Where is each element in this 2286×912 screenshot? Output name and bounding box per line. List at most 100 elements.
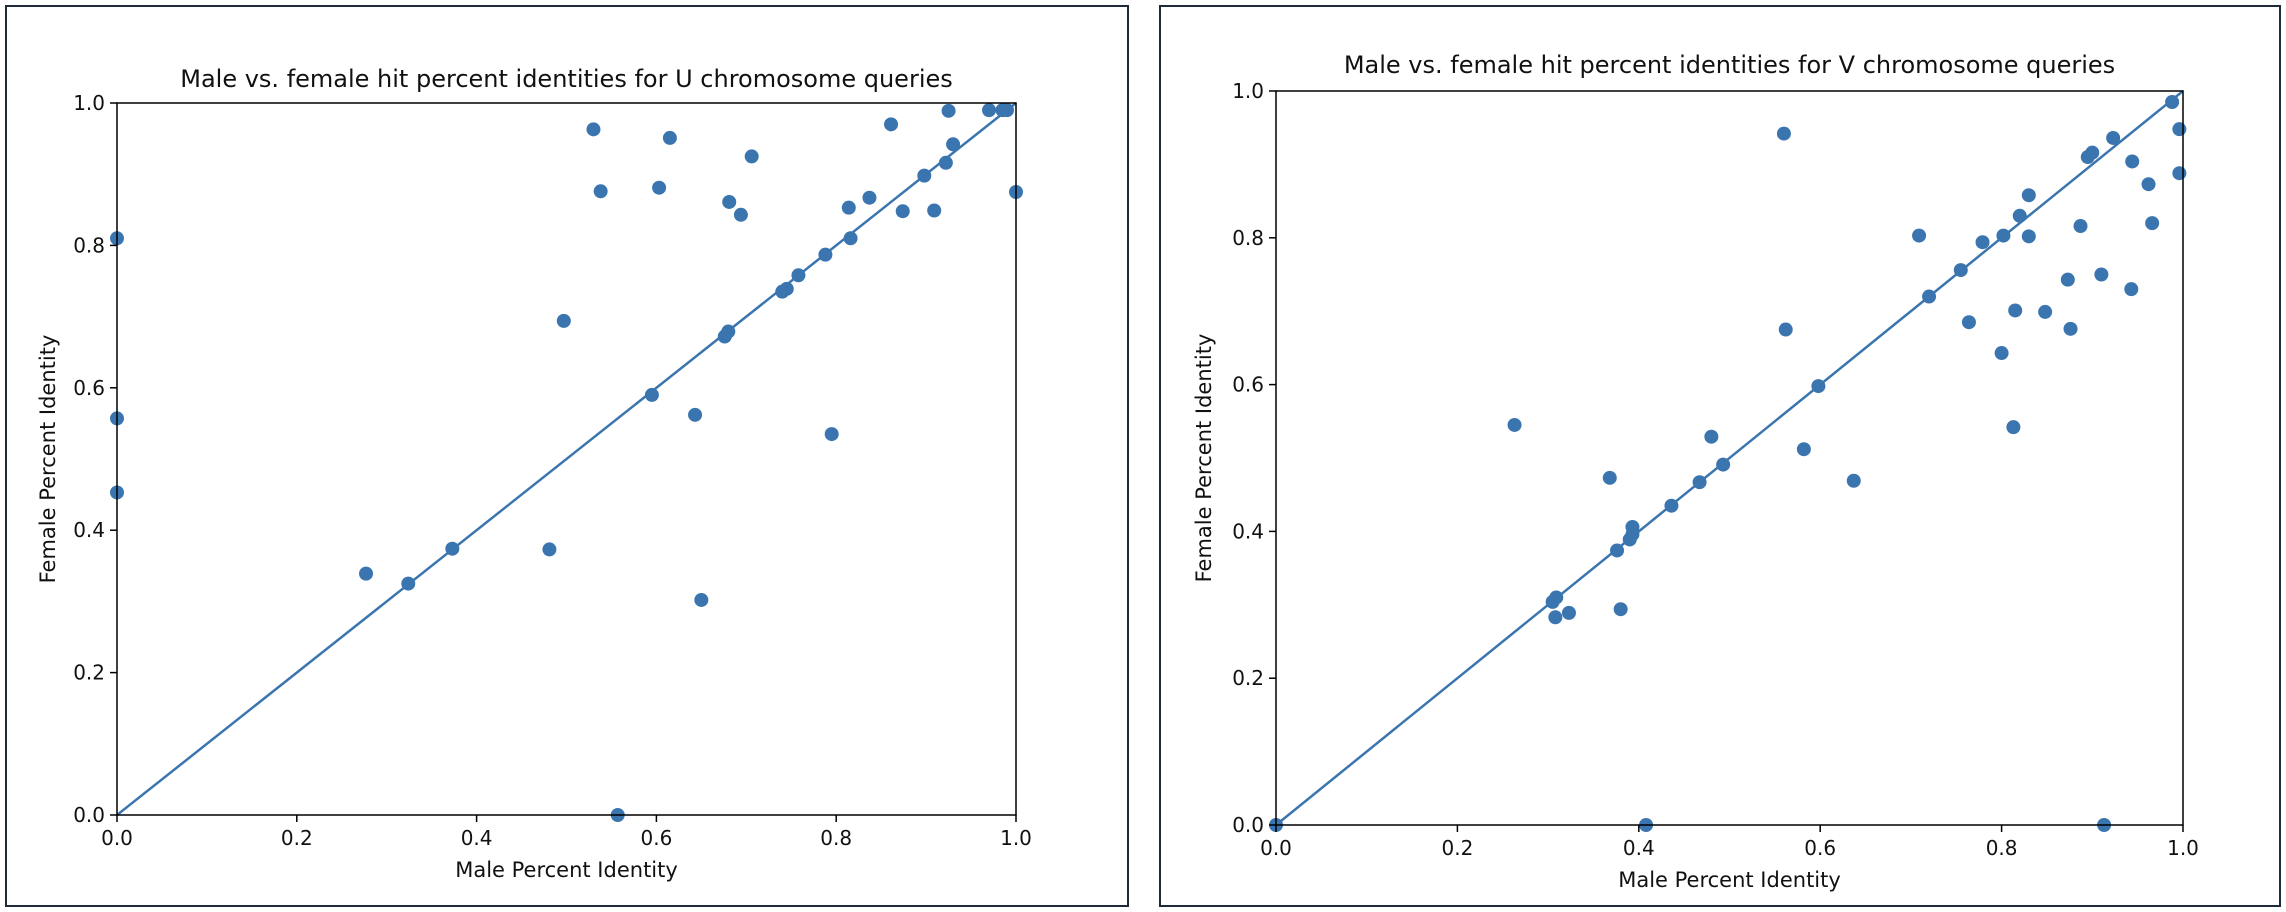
data-point: [733, 207, 748, 222]
y-tick-label: 0.6: [73, 376, 105, 400]
data-point: [1912, 228, 1927, 243]
x-axis-label: Male Percent Identity: [455, 858, 678, 882]
data-point: [927, 203, 942, 218]
y-tick-label: 1.0: [1232, 79, 1264, 103]
data-point: [2060, 272, 2075, 287]
data-point: [1664, 498, 1679, 513]
data-point: [1994, 346, 2009, 361]
data-point: [1625, 519, 1640, 534]
y-tick-label: 0.2: [73, 661, 105, 685]
data-point: [688, 407, 703, 422]
data-point: [2124, 282, 2139, 297]
data-point: [917, 168, 932, 183]
x-tick-label: 1.0: [2167, 836, 2199, 860]
data-point: [2073, 219, 2088, 234]
x-tick-label: 1.0: [1000, 826, 1032, 850]
x-tick-label: 0.0: [101, 826, 133, 850]
u-chromosome-scatter-plot: Male vs. female hit percent identities f…: [36, 65, 1032, 882]
data-point: [938, 155, 953, 170]
y-tick-label: 0.0: [73, 803, 105, 827]
x-tick-label: 0.2: [281, 826, 313, 850]
data-point: [644, 387, 659, 402]
data-point: [445, 541, 460, 556]
data-point: [946, 137, 961, 152]
data-point: [1996, 228, 2011, 243]
data-point: [1613, 602, 1628, 617]
data-point: [1776, 126, 1791, 141]
data-point: [1561, 605, 1576, 620]
data-point: [542, 542, 557, 557]
data-point: [843, 231, 858, 246]
data-point: [2141, 177, 2156, 192]
data-point: [2106, 130, 2121, 145]
data-point: [593, 184, 608, 199]
data-point: [1811, 379, 1826, 394]
plot-frame: [1275, 90, 2184, 826]
y-tick-label: 0.6: [1232, 373, 1264, 397]
data-point: [1953, 263, 1968, 278]
data-point: [1716, 457, 1731, 472]
data-point: [359, 566, 374, 581]
data-point: [1704, 429, 1719, 444]
data-point: [862, 190, 877, 205]
data-point: [2038, 304, 2053, 319]
data-point: [1846, 473, 1861, 488]
data-point: [2063, 321, 2078, 336]
data-point: [2021, 188, 2036, 203]
y-tick-label: 0.4: [1232, 519, 1264, 543]
data-point: [884, 117, 899, 132]
x-tick-label: 0.2: [1441, 836, 1473, 860]
x-tick-label: 0.4: [1623, 836, 1655, 860]
data-point: [982, 103, 997, 118]
data-point: [2021, 229, 2036, 244]
y-axis-label: Female Percent Identity: [36, 335, 60, 584]
y-tick-label: 0.2: [1232, 666, 1264, 690]
x-tick-label: 0.8: [1986, 836, 2018, 860]
data-point: [2125, 154, 2140, 169]
x-tick-label: 0.6: [640, 826, 672, 850]
data-point: [895, 204, 910, 219]
data-point: [721, 324, 736, 339]
data-point: [818, 247, 833, 262]
data-point: [1975, 235, 1990, 250]
x-tick-label: 0.6: [1804, 836, 1836, 860]
data-point: [2145, 216, 2160, 231]
data-point: [556, 313, 571, 328]
data-point: [744, 149, 759, 164]
data-point: [1796, 442, 1811, 457]
data-point: [1692, 475, 1707, 490]
data-point: [1000, 103, 1015, 118]
y-tick-label: 0.4: [73, 518, 105, 542]
y-axis-label: Female Percent Identity: [1192, 334, 1216, 583]
data-point: [791, 268, 806, 283]
data-point: [1961, 315, 1976, 330]
data-point: [586, 122, 601, 137]
plot-frame: [116, 102, 1017, 816]
y-tick-label: 0.0: [1232, 813, 1264, 837]
v-chromosome-chart-panel: Male vs. female hit percent identities f…: [1159, 5, 2281, 907]
data-point: [2012, 208, 2027, 223]
chart-title: Male vs. female hit percent identities f…: [1344, 51, 2115, 79]
data-point: [1922, 289, 1937, 304]
data-point: [1778, 322, 1793, 337]
data-point: [1602, 470, 1617, 485]
data-point: [941, 103, 956, 118]
data-point: [401, 576, 416, 591]
y-tick-label: 1.0: [73, 91, 105, 115]
x-tick-label: 0.4: [461, 826, 493, 850]
data-point: [1610, 543, 1625, 558]
chart-title: Male vs. female hit percent identities f…: [180, 65, 953, 93]
data-point: [2165, 95, 2180, 110]
data-point: [841, 200, 856, 215]
x-axis-label: Male Percent Identity: [1618, 868, 1841, 892]
y-tick-label: 0.8: [73, 233, 105, 257]
data-point: [1507, 417, 1522, 432]
data-point: [2006, 420, 2021, 435]
data-point: [694, 592, 709, 607]
data-point: [2094, 267, 2109, 282]
data-point: [662, 130, 677, 145]
data-point: [722, 194, 737, 209]
identity-reference-line: [1275, 90, 2184, 826]
u-chromosome-chart-panel: Male vs. female hit percent identities f…: [5, 5, 1129, 907]
y-tick-label: 0.8: [1232, 226, 1264, 250]
